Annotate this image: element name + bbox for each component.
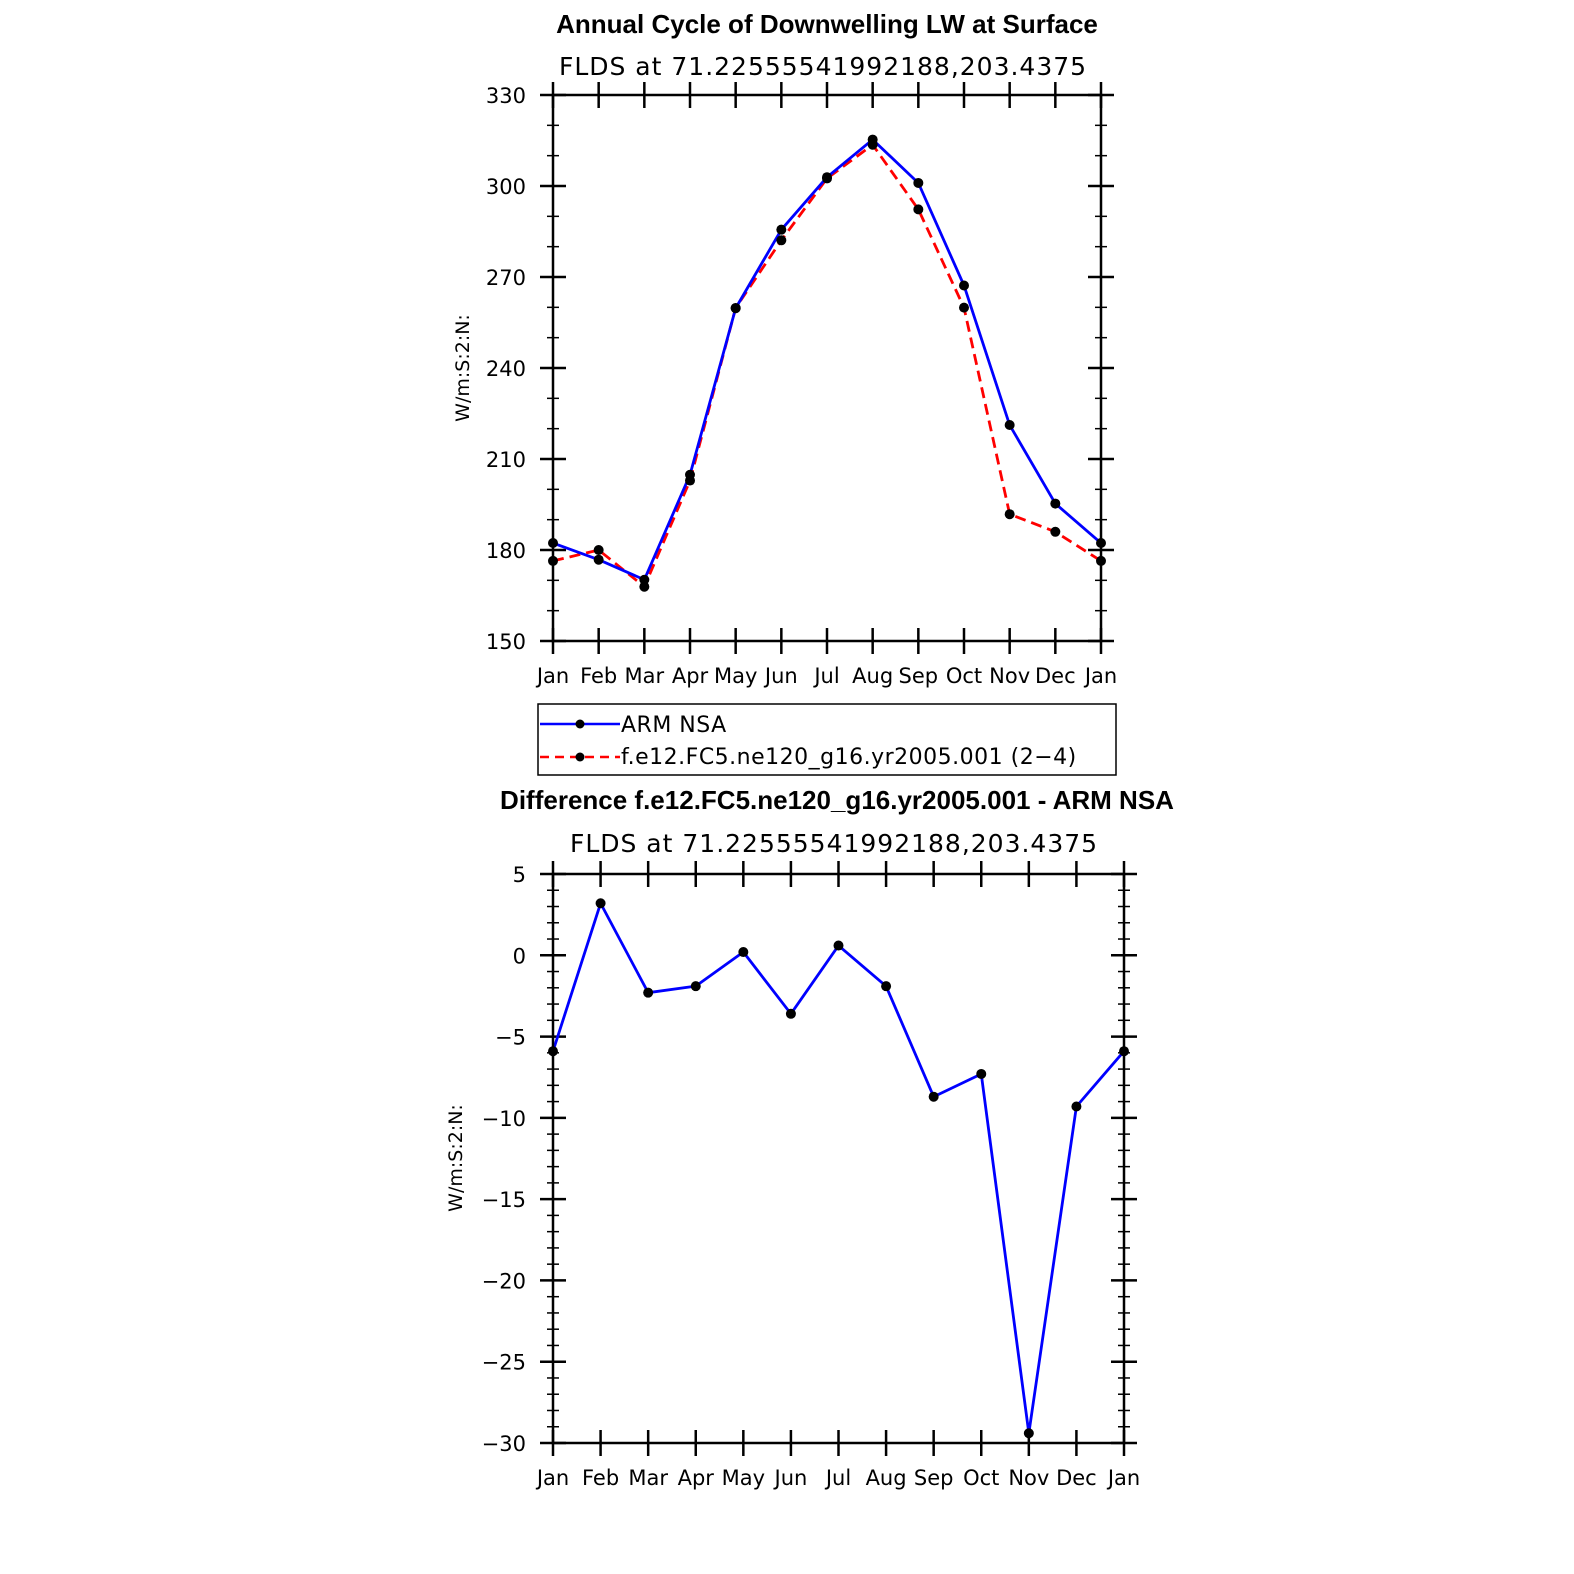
- data-point: [913, 204, 924, 215]
- data-point: [643, 987, 654, 998]
- data-point: [1004, 420, 1015, 431]
- plot-frame: [551, 872, 1126, 1445]
- x-tick-label: Aug: [866, 1466, 907, 1490]
- y-tick-label: 5: [513, 863, 526, 887]
- x-tick-label: Jul: [812, 664, 839, 688]
- data-point: [959, 302, 969, 313]
- tick-marks: [540, 82, 1114, 654]
- y-tick-label: 210: [486, 448, 526, 472]
- data-point: [959, 280, 969, 291]
- legend-marker-model: [575, 752, 585, 762]
- legend-marker-arm-nsa: [575, 719, 585, 729]
- data-point: [867, 139, 878, 150]
- y-tick-labels: 150 180 210 240 270 300 330: [486, 84, 526, 654]
- legend-box: [537, 703, 1117, 776]
- series-points: [548, 898, 1129, 1439]
- x-tick-label: Oct: [963, 1466, 999, 1490]
- x-tick-label: Feb: [580, 664, 617, 688]
- x-tick-label: Jan: [1083, 664, 1117, 688]
- x-tick-label: Sep: [914, 1466, 954, 1490]
- x-tick-label: Nov: [989, 664, 1030, 688]
- y-tick-label: −20: [482, 1269, 526, 1293]
- x-tick-label: May: [714, 664, 757, 688]
- legend-label-model: f.e12.FC5.ne120_g16.yr2005.001 (2−4): [621, 745, 1077, 770]
- plot-frame: [551, 93, 1103, 643]
- data-point: [776, 224, 787, 235]
- data-point: [822, 173, 832, 184]
- y-tick-label: 180: [486, 539, 526, 563]
- legend: ARM NSA f.e12.FC5.ne120_g16.yr2005.001 (…: [537, 703, 1117, 776]
- x-tick-label: Jun: [773, 1466, 808, 1490]
- x-tick-label: Jan: [535, 1466, 569, 1490]
- x-tick-label: Sep: [899, 664, 939, 688]
- data-point: [913, 177, 924, 188]
- x-tick-label: Apr: [672, 664, 709, 688]
- x-tick-label: Apr: [678, 1466, 715, 1490]
- y-tick-label: 270: [486, 266, 526, 290]
- data-point: [976, 1068, 987, 1079]
- annual-cycle-chart: Annual Cycle of Downwelling LW at Surfac…: [452, 9, 1117, 776]
- chart-title: Difference f.e12.FC5.ne120_g16.yr2005.00…: [500, 785, 1174, 815]
- x-tick-label: Jun: [763, 664, 798, 688]
- series-lines: [552, 138, 1102, 589]
- x-tick-label: Aug: [852, 664, 893, 688]
- data-point: [593, 545, 604, 555]
- x-tick-label: Mar: [625, 664, 665, 688]
- series-line-1: [552, 143, 1102, 589]
- chart-subtitle: FLDS at 71.22555541992188,203.4375: [570, 829, 1098, 858]
- y-tick-label: 0: [513, 944, 526, 968]
- y-axis-label: W/m:S:2:N:: [445, 1104, 467, 1212]
- y-tick-label: −15: [482, 1188, 526, 1212]
- data-point: [738, 947, 749, 958]
- data-point: [1071, 1101, 1082, 1112]
- x-tick-label: Feb: [582, 1466, 619, 1490]
- series-line-0: [552, 138, 1102, 582]
- data-point: [1023, 1428, 1034, 1439]
- difference-chart: Difference f.e12.FC5.ne120_g16.yr2005.00…: [445, 785, 1174, 1490]
- series-lines: [551, 901, 1126, 1435]
- data-point: [928, 1091, 939, 1102]
- x-tick-label: Oct: [946, 664, 982, 688]
- data-point: [690, 981, 701, 992]
- x-tick-label: Dec: [1035, 664, 1076, 688]
- x-tick-labels: Jan Feb Mar Apr May Jun Jul Aug Sep Oct Nov Dec Jan: [535, 1466, 1140, 1490]
- y-tick-label: −30: [482, 1432, 526, 1456]
- y-tick-label: 330: [486, 84, 526, 108]
- y-tick-labels: −30 −25 −20 −15 −10 −5 0 5: [482, 863, 526, 1456]
- y-tick-label: −5: [495, 1026, 526, 1050]
- data-point: [639, 574, 650, 585]
- data-point: [685, 475, 695, 486]
- y-tick-label: 300: [486, 175, 526, 199]
- y-axis-label: W/m:S:2:N:: [452, 314, 474, 422]
- data-point: [1004, 509, 1015, 520]
- x-tick-label: Dec: [1056, 1466, 1097, 1490]
- y-tick-label: −25: [482, 1351, 526, 1375]
- y-tick-label: −10: [482, 1107, 526, 1131]
- x-tick-label: Jan: [535, 664, 569, 688]
- data-point: [776, 235, 787, 246]
- x-tick-label: Mar: [628, 1466, 668, 1490]
- x-tick-label: Nov: [1008, 1466, 1049, 1490]
- data-point: [595, 898, 606, 909]
- x-tick-label: May: [722, 1466, 765, 1490]
- data-point: [881, 981, 892, 992]
- data-point: [785, 1008, 796, 1019]
- data-point: [1050, 498, 1061, 509]
- x-tick-label: Jan: [1106, 1466, 1140, 1490]
- x-tick-label: Jul: [824, 1466, 851, 1490]
- data-point: [730, 302, 741, 313]
- legend-label-arm-nsa: ARM NSA: [621, 713, 727, 738]
- y-tick-label: 240: [486, 357, 526, 381]
- series-points: [548, 134, 1106, 592]
- series-line-0: [551, 901, 1126, 1435]
- chart-title: Annual Cycle of Downwelling LW at Surfac…: [556, 9, 1098, 39]
- y-tick-label: 150: [486, 630, 526, 654]
- chart-subtitle: FLDS at 71.22555541992188,203.4375: [559, 52, 1087, 81]
- x-tick-labels: Jan Feb Mar Apr May Jun Jul Aug Sep Oct Nov Dec Jan: [535, 664, 1117, 688]
- data-point: [639, 581, 650, 592]
- data-point: [1050, 526, 1061, 537]
- data-point: [593, 554, 604, 565]
- data-point: [833, 940, 844, 951]
